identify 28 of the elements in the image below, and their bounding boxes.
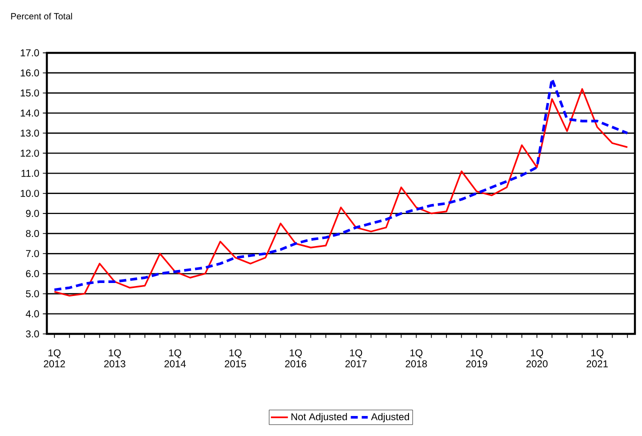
y-axis-title: Percent of Total [11,13,72,20]
y-tick-label: 4.0 [26,310,39,318]
y-tick-label: 10.0 [20,190,39,198]
y-tick-label: 8.0 [26,230,39,238]
legend-label: Adjusted [371,413,410,422]
y-tick-label: 15.0 [20,90,39,97]
y-tick-label: 13.0 [20,130,39,137]
y-tick-label: 16.0 [20,70,39,77]
y-tick-label: 3.0 [26,330,39,338]
x-tick-label: 1Q 2021 [586,350,608,368]
x-tick-label: 1Q 2014 [164,350,186,368]
x-tick-label: 1Q 2017 [345,350,367,368]
x-tick-label: 1Q 2013 [104,350,126,368]
y-tick-label: 6.0 [26,270,39,278]
y-tick-label: 12.0 [20,150,39,157]
x-tick-label: 1Q 2016 [285,350,306,368]
x-tick-label: 1Q 2018 [406,350,427,368]
y-tick-label: 17.0 [20,50,39,57]
legend-label: Not Adjusted [291,413,347,422]
x-tick-label: 1Q 2012 [44,350,65,368]
x-tick-label: 1Q 2019 [466,350,488,368]
y-tick-label: 5.0 [26,290,39,298]
y-tick-label: 11.0 [22,170,39,178]
y-tick-label: 14.0 [20,110,39,117]
y-tick-label: 7.0 [26,250,39,258]
x-tick-label: 1Q 2020 [526,350,548,368]
y-tick-label: 9.0 [26,210,39,218]
x-tick-label: 1Q 2015 [224,350,246,368]
